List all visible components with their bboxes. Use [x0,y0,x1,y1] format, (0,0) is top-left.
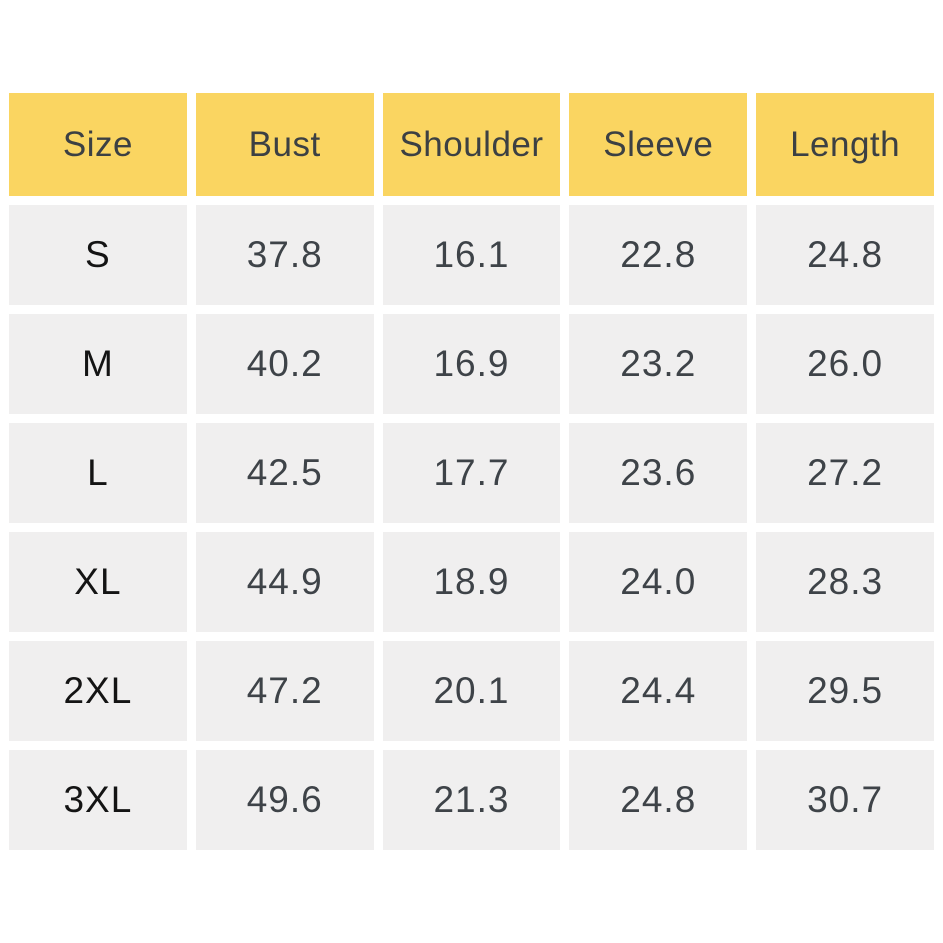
sleeve-value: 24.8 [569,750,748,850]
size-chart-header: Size Bust Shoulder Sleeve Length [9,93,934,196]
table-row-m: M 40.2 16.9 23.2 26.0 [9,314,934,414]
table-row-l: L 42.5 17.7 23.6 27.2 [9,423,934,523]
table-row-xl: XL 44.9 18.9 24.0 28.3 [9,532,934,632]
size-chart-body: S 37.8 16.1 22.8 24.8 M 40.2 16.9 23.2 2… [9,205,934,850]
bust-value: 42.5 [195,423,374,523]
header-cell-sleeve: Sleeve [569,93,748,196]
length-value: 26.0 [756,314,934,414]
header-row: Size Bust Shoulder Sleeve Length [9,93,934,196]
shoulder-value: 18.9 [382,532,561,632]
bust-value: 40.2 [195,314,374,414]
table-row-3xl: 3XL 49.6 21.3 24.8 30.7 [9,750,934,850]
table-row-s: S 37.8 16.1 22.8 24.8 [9,205,934,305]
size-chart-container: Size Bust Shoulder Sleeve Length S 37.8 … [0,84,943,859]
sleeve-value: 23.6 [569,423,748,523]
size-chart-table: Size Bust Shoulder Sleeve Length S 37.8 … [0,84,943,859]
length-value: 30.7 [756,750,934,850]
bust-value: 49.6 [195,750,374,850]
size-label: S [9,205,187,305]
bust-value: 47.2 [195,641,374,741]
header-cell-shoulder: Shoulder [382,93,561,196]
length-value: 28.3 [756,532,934,632]
shoulder-value: 16.1 [382,205,561,305]
length-value: 24.8 [756,205,934,305]
size-label: 3XL [9,750,187,850]
sleeve-value: 24.4 [569,641,748,741]
bust-value: 44.9 [195,532,374,632]
table-row-2xl: 2XL 47.2 20.1 24.4 29.5 [9,641,934,741]
sleeve-value: 23.2 [569,314,748,414]
shoulder-value: 16.9 [382,314,561,414]
shoulder-value: 21.3 [382,750,561,850]
size-label: XL [9,532,187,632]
sleeve-value: 22.8 [569,205,748,305]
header-cell-length: Length [756,93,934,196]
header-cell-bust: Bust [195,93,374,196]
size-label: L [9,423,187,523]
sleeve-value: 24.0 [569,532,748,632]
length-value: 29.5 [756,641,934,741]
bust-value: 37.8 [195,205,374,305]
size-label: 2XL [9,641,187,741]
shoulder-value: 17.7 [382,423,561,523]
size-label: M [9,314,187,414]
shoulder-value: 20.1 [382,641,561,741]
length-value: 27.2 [756,423,934,523]
header-cell-size: Size [9,93,187,196]
